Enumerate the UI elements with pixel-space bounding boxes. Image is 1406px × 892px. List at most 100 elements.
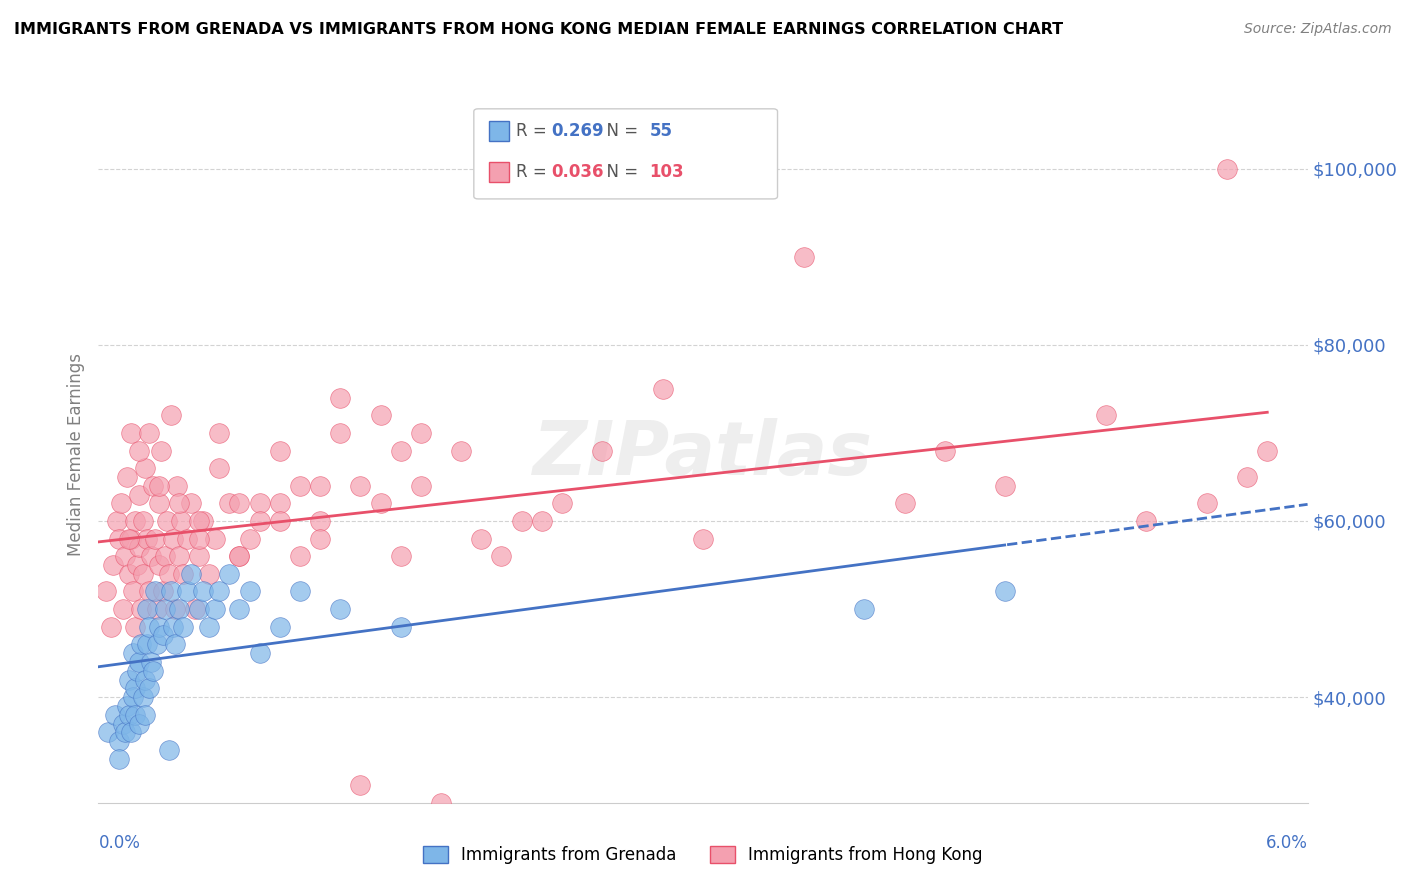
Point	[148, 496, 170, 510]
Point	[1236, 470, 1258, 484]
Point	[893, 496, 915, 510]
Point	[148, 558, 170, 572]
Point	[1195, 496, 1218, 510]
Point	[115, 698, 138, 713]
Point	[269, 496, 291, 510]
Point	[110, 496, 132, 510]
Point	[134, 461, 156, 475]
Point	[793, 250, 815, 264]
Point	[204, 602, 226, 616]
Point	[430, 796, 453, 810]
Point	[153, 549, 176, 564]
Point	[114, 549, 136, 564]
Point	[329, 391, 352, 405]
Point	[692, 532, 714, 546]
Point	[107, 734, 129, 748]
Point	[218, 566, 240, 581]
Point	[228, 549, 250, 564]
Point	[105, 514, 128, 528]
Point	[107, 752, 129, 766]
Point	[166, 479, 188, 493]
Point	[138, 620, 160, 634]
Point	[111, 602, 134, 616]
Point	[135, 532, 157, 546]
Point	[288, 584, 311, 599]
Y-axis label: Median Female Earnings: Median Female Earnings	[66, 353, 84, 557]
Point	[170, 514, 193, 528]
Point	[450, 443, 472, 458]
Point	[138, 681, 160, 696]
Point	[128, 443, 150, 458]
Point	[111, 716, 134, 731]
Point	[591, 443, 613, 458]
Point	[370, 496, 392, 510]
Point	[188, 549, 211, 564]
Point	[148, 620, 170, 634]
Text: 0.269: 0.269	[551, 122, 603, 140]
Point	[651, 382, 673, 396]
Point	[142, 479, 165, 493]
Point	[152, 584, 174, 599]
Point	[124, 514, 146, 528]
Point	[160, 584, 183, 599]
Text: IMMIGRANTS FROM GRENADA VS IMMIGRANTS FROM HONG KONG MEDIAN FEMALE EARNINGS CORR: IMMIGRANTS FROM GRENADA VS IMMIGRANTS FR…	[14, 22, 1063, 37]
Point	[152, 628, 174, 642]
Point	[160, 409, 183, 423]
Point	[198, 620, 221, 634]
Point	[218, 496, 240, 510]
Point	[135, 602, 157, 616]
Point	[329, 602, 352, 616]
Point	[128, 655, 150, 669]
Point	[249, 514, 271, 528]
Point	[389, 443, 412, 458]
Point	[128, 541, 150, 555]
Point	[249, 646, 271, 660]
Point	[149, 443, 172, 458]
Point	[146, 637, 169, 651]
Point	[1095, 409, 1118, 423]
Point	[208, 425, 231, 440]
Point	[118, 707, 141, 722]
Point	[309, 514, 332, 528]
Point	[249, 496, 271, 510]
Point	[134, 673, 156, 687]
Point	[269, 620, 291, 634]
Text: R =: R =	[516, 122, 553, 140]
Point	[288, 549, 311, 564]
Point	[167, 496, 190, 510]
Point	[100, 620, 122, 634]
Point	[157, 566, 180, 581]
Point	[138, 425, 160, 440]
Point	[188, 514, 211, 528]
Point	[228, 602, 250, 616]
Point	[389, 620, 412, 634]
Point	[125, 664, 148, 678]
Point	[329, 425, 352, 440]
Point	[551, 496, 574, 510]
Text: ZIPatlas: ZIPatlas	[533, 418, 873, 491]
Point	[193, 514, 215, 528]
Point	[163, 602, 186, 616]
Point	[239, 584, 262, 599]
Point	[121, 646, 143, 660]
Point	[176, 532, 198, 546]
Point	[148, 479, 170, 493]
Point	[120, 425, 142, 440]
Text: R =: R =	[516, 163, 553, 181]
Point	[193, 584, 215, 599]
Point	[156, 514, 179, 528]
Point	[309, 532, 332, 546]
Point	[349, 778, 371, 792]
Point	[129, 637, 152, 651]
Point	[96, 584, 118, 599]
Point	[1256, 443, 1278, 458]
Text: 55: 55	[650, 122, 672, 140]
Point	[853, 602, 876, 616]
Point	[510, 514, 533, 528]
Point	[204, 532, 226, 546]
Point	[162, 620, 184, 634]
Text: Source: ZipAtlas.com: Source: ZipAtlas.com	[1244, 22, 1392, 37]
Point	[994, 584, 1017, 599]
Point	[309, 479, 332, 493]
Point	[118, 673, 141, 687]
